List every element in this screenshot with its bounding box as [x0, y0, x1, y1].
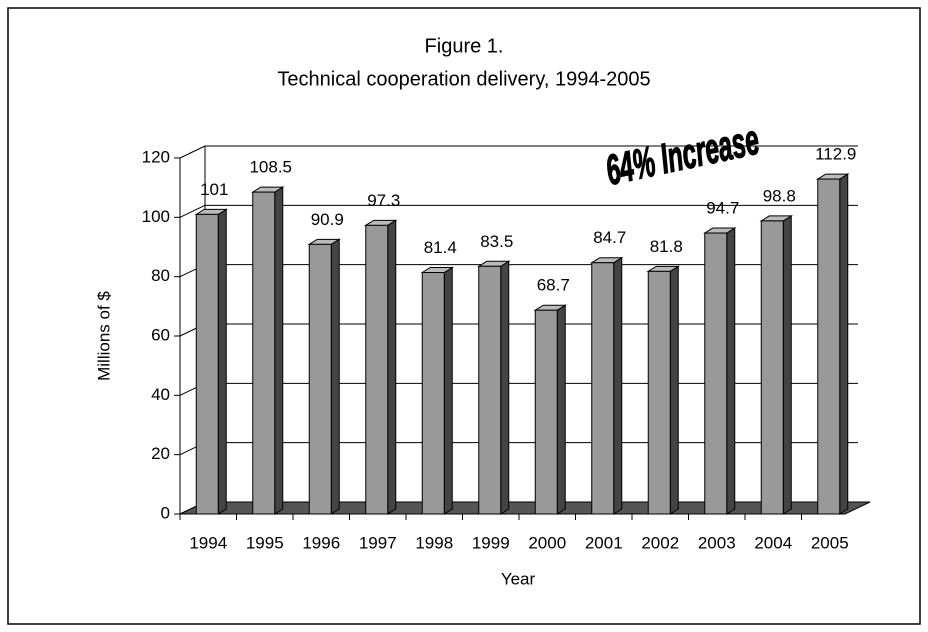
- y-tick-label: 0: [161, 503, 170, 522]
- data-label: 68.7: [537, 276, 570, 295]
- bar-side: [330, 238, 340, 515]
- bar-side: [500, 260, 510, 515]
- data-label: 94.7: [706, 199, 739, 218]
- bar-side: [782, 214, 792, 515]
- bar-side: [839, 173, 849, 515]
- x-tick-label: 2003: [698, 533, 736, 552]
- bar: [308, 243, 332, 515]
- data-label: 84.7: [593, 228, 626, 247]
- data-label: 98.8: [763, 186, 796, 205]
- data-label: 112.9: [815, 145, 856, 164]
- data-label: 83.5: [480, 232, 513, 251]
- bar-side: [387, 219, 397, 515]
- bar: [252, 191, 276, 515]
- bar: [760, 220, 784, 515]
- x-tick-label: 1998: [415, 533, 453, 552]
- data-label: 101: [200, 180, 228, 199]
- bar-side: [726, 227, 736, 515]
- y-tick-label: 80: [151, 266, 170, 285]
- y-tick-label: 100: [142, 207, 170, 226]
- x-tick-label: 2000: [528, 533, 566, 552]
- y-tick-label: 60: [151, 325, 170, 344]
- bar: [421, 272, 445, 515]
- y-tick-label: 120: [142, 147, 170, 166]
- x-tick-label: 1997: [359, 533, 397, 552]
- x-tick-label: 2001: [585, 533, 623, 552]
- chart-title: Figure 1.: [425, 35, 504, 57]
- data-label: 97.3: [367, 191, 400, 210]
- bar: [591, 262, 615, 515]
- y-tick-label: 20: [151, 444, 170, 463]
- bar: [365, 224, 389, 515]
- bar: [704, 232, 728, 515]
- bar-side: [613, 256, 623, 515]
- y-axis-label: Millions of $: [94, 291, 113, 381]
- data-label: 81.4: [424, 238, 457, 257]
- x-tick-label: 1999: [472, 533, 510, 552]
- x-tick-label: 1994: [189, 533, 227, 552]
- x-tick-label: 2004: [754, 533, 792, 552]
- x-tick-label: 2005: [811, 533, 849, 552]
- bar-side: [556, 304, 566, 515]
- bar-side: [443, 266, 453, 515]
- y-tick-label: 40: [151, 385, 170, 404]
- data-label: 108.5: [249, 158, 292, 177]
- data-label: 90.9: [311, 210, 344, 229]
- grid-line: [179, 204, 206, 218]
- chart-subtitle: Technical cooperation delivery, 1994-200…: [277, 68, 650, 90]
- x-tick-label: 1995: [246, 533, 284, 552]
- bar: [647, 270, 671, 515]
- x-tick-label: 1996: [302, 533, 340, 552]
- grid-line: [179, 145, 206, 159]
- bar-side: [274, 186, 284, 515]
- bar-side: [669, 265, 679, 515]
- bar: [534, 309, 558, 515]
- x-axis-label: Year: [501, 569, 536, 588]
- data-label: 81.8: [650, 237, 683, 256]
- bar-side: [217, 208, 227, 515]
- bar: [817, 178, 841, 515]
- bar: [195, 213, 219, 515]
- x-tick-label: 2002: [641, 533, 679, 552]
- bar: [478, 265, 502, 515]
